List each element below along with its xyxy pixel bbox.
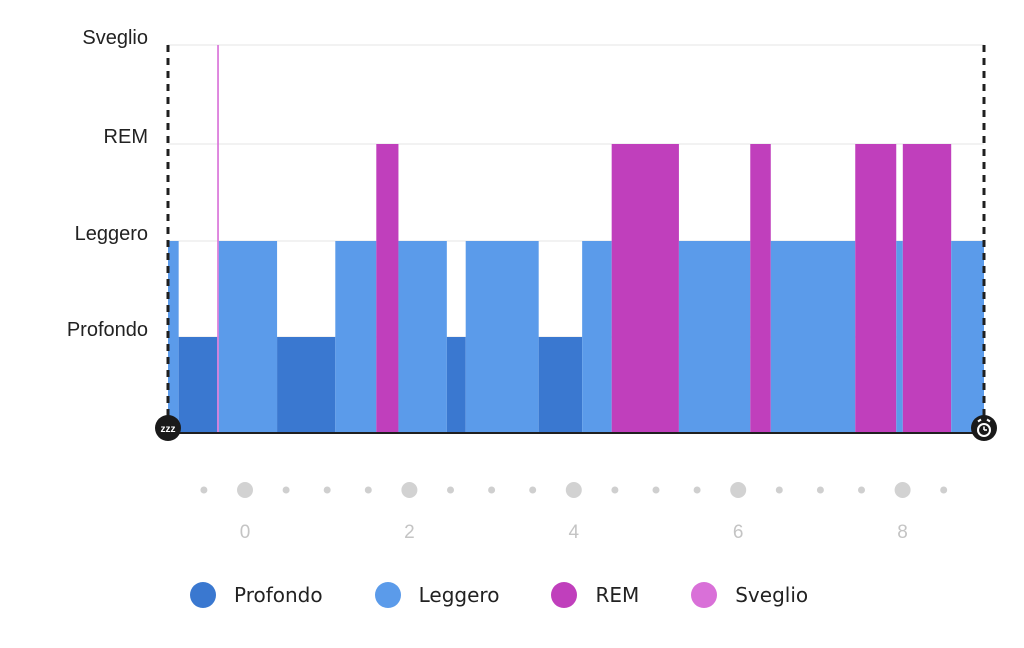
x-minor-dot-1-5	[364, 486, 372, 494]
stage-bar-profondo-4	[277, 337, 336, 433]
x-minor-dot-8-5	[940, 486, 948, 494]
x-major-dot-6	[730, 482, 747, 498]
sleep-icon-glyph: zzz	[161, 424, 176, 435]
sleep-zzz-icon: zzz	[155, 415, 181, 441]
alarm-clock-icon	[971, 415, 997, 441]
stage-bar-rem-18	[902, 144, 952, 433]
x-axis: 0 2 4 6 8	[200, 482, 948, 543]
stage-bar-profondo-1	[178, 337, 218, 433]
y-axis-labels: Profondo Leggero REM Sveglio	[67, 27, 148, 341]
x-minor-dot-3	[488, 486, 496, 494]
legend-label-rem: REM	[595, 583, 640, 607]
stage-bar-leggero-7	[398, 241, 447, 433]
x-major-dot-2	[401, 482, 418, 498]
stage-bar-leggero-3	[218, 241, 278, 433]
stage-bar-rem-6	[376, 144, 399, 433]
stage-bar-leggero-0	[168, 241, 179, 433]
x-tick-label-8: 8	[897, 522, 908, 543]
stage-bar-leggero-15	[770, 241, 856, 433]
alarm-icon-bell-left	[977, 418, 982, 423]
x-tick-label-6: 6	[733, 522, 744, 543]
legend-label-leggero: Leggero	[418, 583, 500, 607]
stage-bar-profondo-8	[446, 337, 466, 433]
legend-item-profondo: Profondo	[190, 582, 323, 608]
stage-bar-leggero-13	[678, 241, 751, 433]
y-label-leggero: Leggero	[75, 223, 148, 245]
stage-bar-sveglio-2	[217, 45, 219, 433]
x-minor-dot-1	[323, 486, 331, 494]
stage-bar-profondo-10	[538, 337, 583, 433]
chart-canvas: Profondo Leggero REM Sveglio 0 2 4 6 8 zzz	[67, 27, 997, 543]
stage-bar-leggero-5	[335, 241, 377, 433]
x-minor-dot-0-5	[282, 486, 290, 494]
legend-label-sveglio: Sveglio	[735, 583, 809, 607]
x-minor-dot-4-5	[611, 486, 619, 494]
alarm-icon-bell-right	[986, 418, 991, 423]
x-minor-dot-3-5	[529, 486, 537, 494]
alarm-icon-face	[977, 423, 991, 437]
x-major-dot-0	[237, 482, 253, 498]
x-minor-dot-5	[652, 486, 660, 494]
legend-item-rem: REM	[551, 582, 639, 608]
legend-label-profondo: Profondo	[234, 583, 323, 607]
legend-swatch-rem	[551, 582, 578, 608]
sleep-icon-bg	[155, 415, 181, 441]
stage-bar-rem-12	[611, 144, 679, 433]
x-tick-label-0: 0	[240, 522, 251, 543]
x-minor-dot-7	[816, 486, 824, 494]
y-label-profondo: Profondo	[67, 319, 148, 341]
chart-frame	[166, 45, 986, 434]
stage-bars	[168, 45, 984, 433]
stage-bar-leggero-17	[896, 241, 903, 433]
x-tick-label-4: 4	[569, 522, 580, 543]
x-minor-dot-7-5	[858, 486, 865, 494]
legend-item-sveglio: Sveglio	[691, 582, 808, 608]
legend-swatch-profondo	[190, 582, 216, 608]
legend-swatch-leggero	[374, 582, 401, 608]
stage-bar-leggero-9	[465, 241, 539, 433]
legend-swatch-sveglio	[691, 582, 718, 608]
x-minor-dot-5-5	[693, 486, 701, 494]
x-tick-label-2: 2	[404, 522, 415, 543]
x-minor-dot-6-5	[775, 486, 783, 494]
stage-bar-leggero-11	[582, 241, 612, 433]
x-major-dot-8	[894, 482, 911, 498]
time-markers: zzz	[155, 415, 997, 441]
y-label-rem: REM	[104, 126, 148, 148]
y-label-sveglio: Sveglio	[82, 27, 148, 49]
stage-bar-rem-16	[855, 144, 897, 433]
x-minor-dot--0-5	[200, 486, 208, 494]
legend-item-leggero: Leggero	[374, 582, 500, 608]
stage-bar-rem-14	[750, 144, 771, 433]
stage-bar-leggero-19	[951, 241, 984, 433]
legend: Profondo Leggero REM Sveglio	[190, 582, 860, 608]
x-major-dot-4	[565, 482, 582, 498]
x-minor-dot-2-5	[447, 486, 454, 494]
